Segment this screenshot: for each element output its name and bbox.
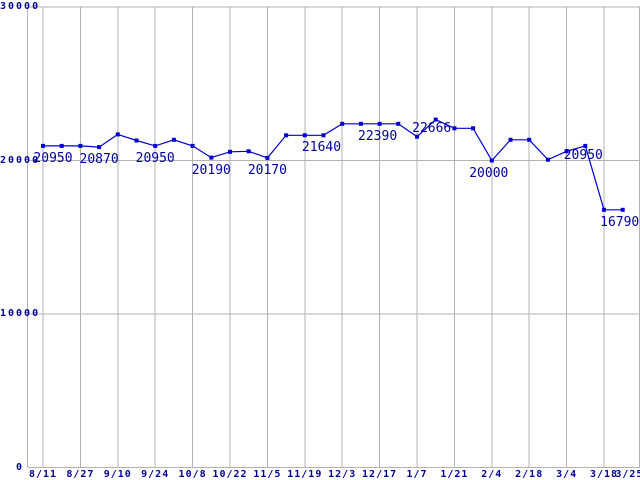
- x-tick-label: 11/5: [253, 469, 282, 480]
- data-point-marker: [583, 143, 588, 148]
- data-point-marker: [284, 133, 289, 138]
- data-point-marker: [377, 121, 382, 126]
- point-label: 22390: [358, 128, 398, 144]
- data-point-marker: [396, 121, 401, 126]
- x-tick-label: 8/27: [66, 469, 95, 480]
- x-tick-label: 10/22: [212, 469, 248, 480]
- y-tick-label: 10000: [0, 308, 41, 319]
- x-tick-label: 2/4: [481, 469, 503, 480]
- point-label: 20170: [247, 162, 287, 178]
- data-point-marker: [228, 149, 232, 154]
- data-point-marker: [97, 145, 102, 150]
- point-label: 20950: [563, 147, 603, 163]
- data-point-marker: [41, 143, 45, 148]
- data-point-marker: [620, 207, 625, 212]
- y-tick-label: 20000: [0, 154, 41, 166]
- point-label: 20000: [469, 165, 509, 181]
- data-point-marker: [321, 133, 326, 138]
- x-tick-label: 10/8: [178, 469, 207, 480]
- data-point-marker: [415, 134, 419, 139]
- data-point-marker: [452, 126, 457, 131]
- data-point-marker: [190, 143, 195, 148]
- data-point-marker: [433, 117, 438, 122]
- data-point-marker: [564, 149, 569, 154]
- point-label: 20950: [33, 150, 73, 166]
- x-tick-label: 3/4: [556, 469, 578, 480]
- point-label: 20190: [191, 162, 231, 178]
- data-point-marker: [246, 149, 251, 154]
- data-point-marker: [78, 143, 83, 148]
- point-label: 20950: [135, 150, 175, 166]
- data-point-marker: [489, 158, 494, 163]
- point-label: 22666: [412, 120, 452, 136]
- x-tick-label: 11/19: [287, 469, 323, 480]
- data-point-marker: [134, 138, 139, 143]
- data-point-marker: [265, 155, 270, 160]
- data-point-marker: [209, 155, 214, 160]
- data-point-marker: [508, 137, 513, 142]
- x-tick-label: 9/24: [141, 469, 170, 480]
- data-point-marker: [153, 143, 158, 148]
- y-tick-label: 0: [15, 461, 25, 473]
- x-tick-label: 3/18: [589, 469, 619, 480]
- point-label: 16790: [600, 214, 640, 230]
- x-tick-label: 2/18: [515, 469, 544, 480]
- x-tick-label: 12/17: [362, 469, 398, 480]
- data-point-marker: [115, 132, 120, 137]
- data-line: [43, 118, 623, 211]
- x-tick-label: 12/3: [328, 469, 357, 480]
- data-point-marker: [340, 121, 345, 126]
- x-tick-label: 1/7: [406, 469, 428, 480]
- data-point-marker: [302, 133, 307, 138]
- x-tick-label: 1/21: [440, 469, 469, 480]
- data-point-marker: [527, 137, 532, 142]
- data-point-marker: [358, 121, 363, 126]
- data-point-marker: [59, 143, 64, 148]
- y-tick-label: 30000: [0, 1, 41, 12]
- x-tick-label: 3/25: [615, 469, 640, 480]
- data-point-marker: [471, 126, 476, 131]
- data-point-marker: [545, 157, 550, 162]
- data-point-marker: [171, 137, 176, 142]
- x-tick-label: 8/11: [28, 469, 58, 480]
- point-label: 21640: [301, 140, 342, 156]
- point-label: 20870: [79, 152, 119, 168]
- x-tick-label: 9/10: [103, 469, 132, 480]
- data-point-marker: [602, 207, 606, 212]
